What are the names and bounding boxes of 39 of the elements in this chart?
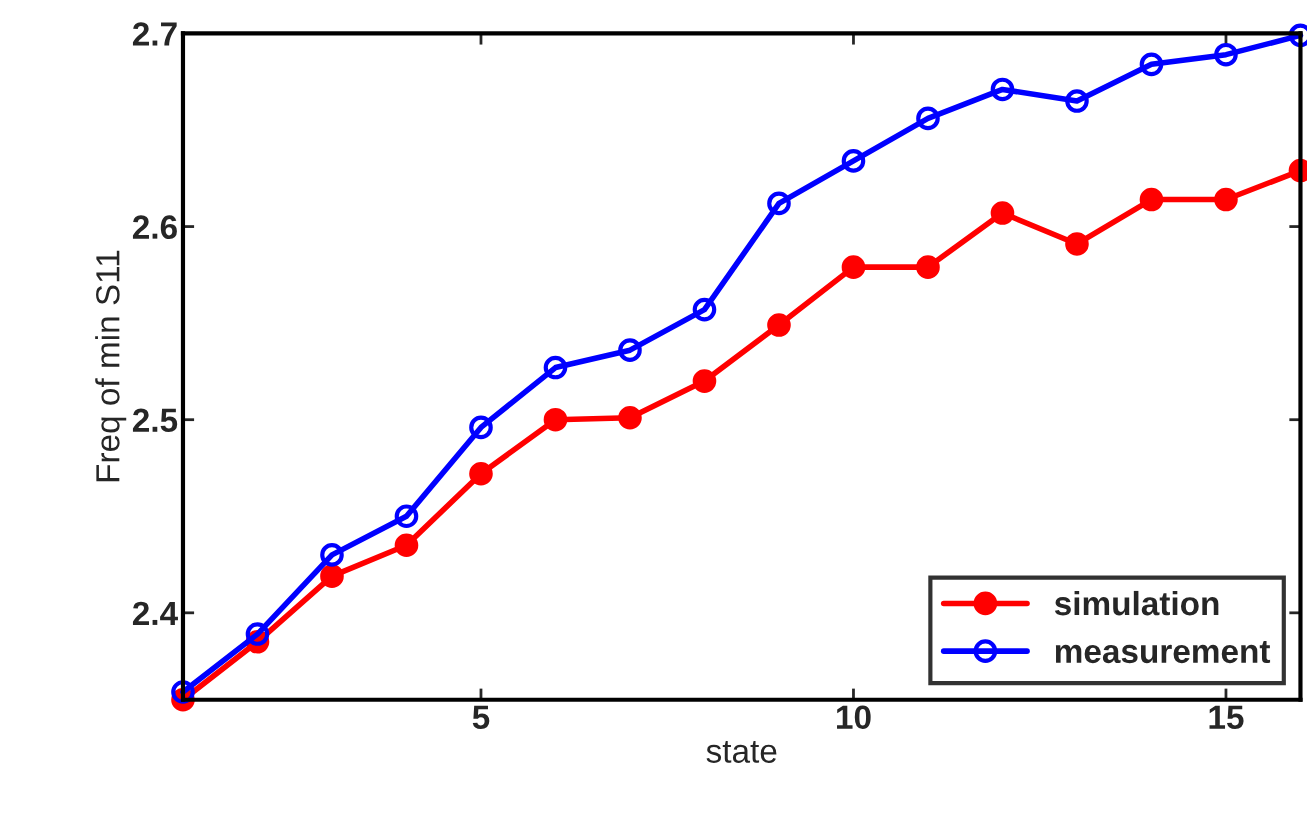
point [767,313,791,337]
y-axis-title: Freq of min S11 [95,250,127,482]
point [618,338,642,362]
point [1065,232,1089,256]
point [692,297,717,322]
point [916,255,940,279]
point [469,415,493,440]
point [841,149,866,173]
point [692,369,717,393]
y-tick-label: 2.7 [132,22,177,46]
y-tick-label: 2.4 [132,601,178,625]
point [767,191,791,216]
point [543,407,568,432]
point [320,543,344,567]
point [245,622,270,646]
point [618,405,642,430]
point [1214,187,1238,212]
point [990,77,1015,102]
point [841,255,866,279]
point [1139,52,1164,77]
x-tick-label: 5 [472,705,490,730]
x-tick-label: 10 [837,705,871,730]
y-tick-label: 2.5 [132,408,178,433]
x-tick-label: 15 [1209,705,1244,730]
point [543,355,568,380]
point [916,106,940,131]
point [171,680,195,704]
legend-label: measurement [1055,641,1271,664]
point [1214,42,1238,67]
point [1139,187,1164,212]
point [394,504,419,529]
y-tick-label: 2.6 [132,215,177,239]
point [394,533,419,558]
point [1065,89,1089,113]
point [469,461,493,486]
point [990,201,1015,225]
legend-label: simulation [1054,590,1219,616]
x-axis-title: state [706,741,777,763]
point [320,564,344,588]
